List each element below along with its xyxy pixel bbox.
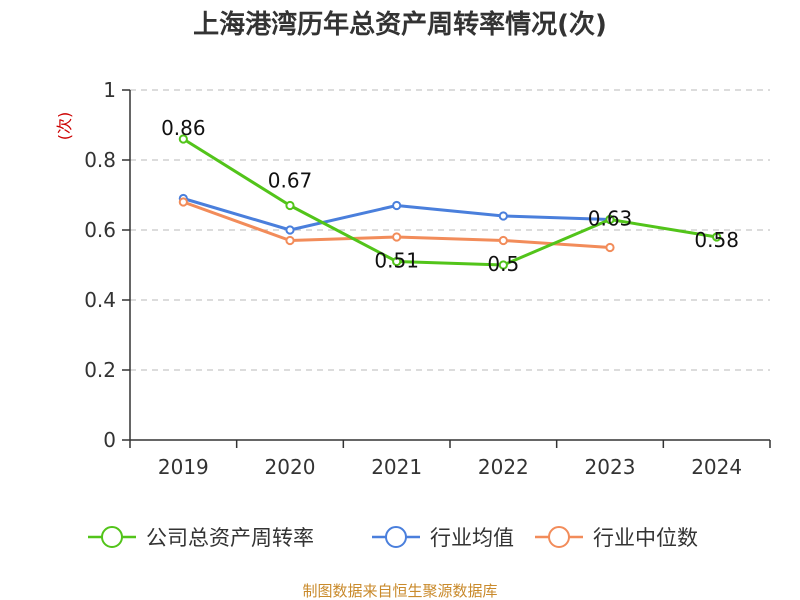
x-tick-label: 2022 (478, 455, 529, 479)
data-point[interactable] (605, 242, 615, 253)
x-tick-label: 2024 (691, 455, 742, 479)
y-tick-label: 1 (103, 78, 116, 102)
data-point[interactable] (285, 235, 295, 246)
legend-item[interactable]: 公司总资产周转率 (88, 526, 314, 550)
legend-marker (385, 526, 407, 548)
legend[interactable]: 公司总资产周转率 行业均值 行业中位数 (88, 526, 698, 550)
data-label: 0.58 (694, 228, 739, 252)
grid-lines (130, 89, 770, 371)
legend-label: 公司总资产周转率 (146, 526, 314, 550)
y-tick-label: 0.8 (84, 148, 116, 172)
x-tick-label: 2023 (585, 455, 636, 479)
legend-item[interactable]: 行业中位数 (535, 526, 698, 550)
data-point[interactable] (285, 225, 295, 235)
data-point[interactable] (178, 197, 188, 207)
legend-marker (548, 526, 570, 548)
x-tick-label: 2021 (371, 455, 422, 479)
data-label: 0.86 (161, 116, 206, 140)
data-point[interactable] (178, 134, 188, 144)
series-line (182, 137, 717, 267)
legend-marker (101, 526, 123, 548)
data-labels: 0.86 0.67 0.51 0.5 0.63 0.58 (161, 116, 739, 276)
data-point[interactable] (605, 214, 615, 225)
data-point[interactable] (392, 200, 402, 211)
data-point[interactable] (392, 256, 402, 267)
axes: 0 0.2 0.4 0.6 0.8 1 2019 2020 2021 2022 2023 2024 (84, 78, 771, 479)
data-label: 0.67 (268, 169, 313, 193)
data-point[interactable] (392, 232, 402, 242)
y-tick-label: 0 (103, 428, 116, 452)
data-point[interactable] (712, 232, 722, 242)
x-tick-label: 2020 (265, 455, 316, 479)
data-label: 0.63 (588, 207, 633, 231)
legend-item[interactable]: 行业均值 (372, 526, 514, 550)
source-note: 制图数据来自恒生聚源数据库 (302, 582, 497, 600)
legend-label: 行业中位数 (593, 526, 698, 550)
series-lines (178, 134, 722, 270)
y-tick-label: 0.2 (84, 358, 116, 382)
chart-title: 上海港湾历年总资产周转率情况(次) (193, 9, 607, 40)
data-point[interactable] (498, 235, 508, 246)
data-label: 0.5 (487, 252, 519, 276)
data-point[interactable] (498, 260, 508, 270)
y-axis-label: (次) (55, 112, 74, 141)
data-point[interactable] (498, 211, 508, 221)
legend-label: 行业均值 (430, 526, 514, 550)
y-tick-label: 0.6 (84, 218, 116, 242)
data-point[interactable] (285, 200, 295, 211)
data-label: 0.51 (374, 249, 419, 273)
y-tick-label: 0.4 (84, 288, 116, 312)
x-tick-label: 2019 (158, 455, 209, 479)
